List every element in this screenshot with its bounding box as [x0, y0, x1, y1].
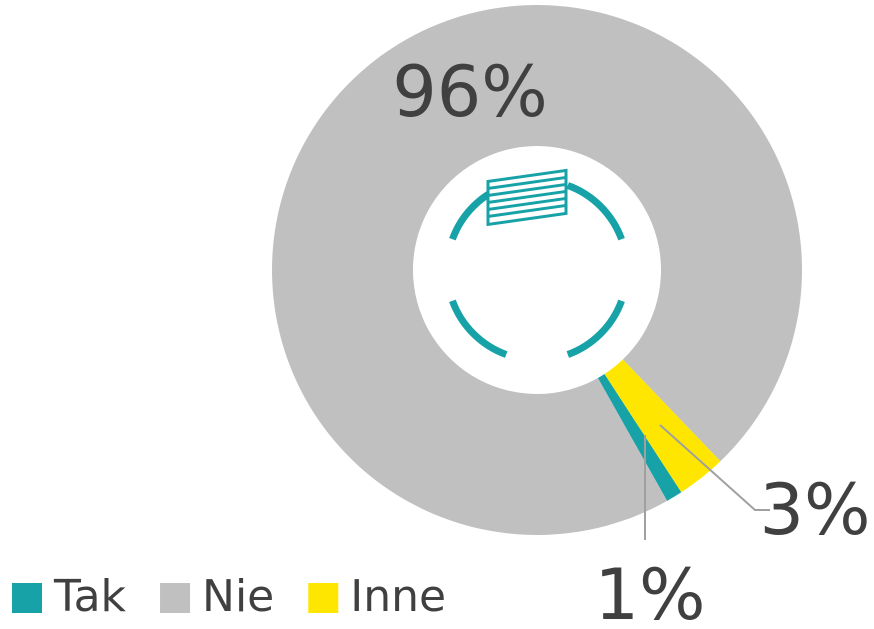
icon-arc: [566, 299, 625, 358]
legend-swatch: [160, 583, 191, 613]
center-icon: [449, 168, 625, 358]
icon-arc: [566, 182, 625, 241]
legend-label: Inne: [350, 571, 446, 622]
legend-label: Tak: [53, 571, 127, 622]
slice: [597, 373, 682, 501]
icon-bill: [486, 203, 568, 227]
slice: [604, 359, 721, 493]
value-label: 3%: [759, 469, 870, 551]
legend-swatch: [308, 583, 339, 613]
legend-label: Nie: [202, 571, 274, 622]
leader-line: [659, 424, 770, 511]
slice: [272, 4, 803, 535]
value-label: 96%: [392, 51, 548, 133]
icon-arc: [449, 299, 508, 358]
legend-swatch: [12, 583, 42, 613]
value-label: 1%: [594, 554, 705, 629]
